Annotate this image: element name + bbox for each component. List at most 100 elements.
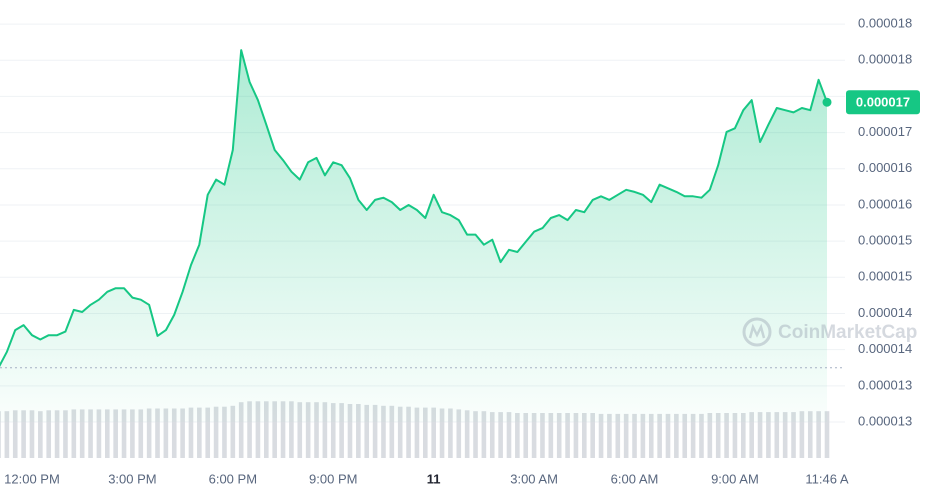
volume-bar (506, 412, 512, 458)
y-tick-label: 0.000016 (858, 160, 912, 175)
volume-bar (297, 402, 303, 458)
y-tick-label: 0.000018 (858, 16, 912, 31)
volume-bar (423, 407, 428, 458)
volume-bar (623, 413, 629, 458)
volume-bar (732, 413, 738, 458)
volume-bar (439, 408, 445, 458)
volume-bar (188, 407, 194, 458)
volume-bar (791, 412, 796, 458)
y-tick-label: 0.000013 (858, 413, 912, 428)
volume-bar (481, 411, 487, 458)
volume-bar (799, 411, 805, 458)
volume-bar (38, 411, 43, 458)
volume-bar (682, 413, 688, 458)
volume-bar (113, 409, 118, 458)
volume-bar (648, 413, 654, 458)
volume-bar (322, 402, 328, 458)
watermark-text: CoinMarketCap (778, 322, 917, 343)
volume-bar (289, 401, 294, 458)
volume-bar (155, 408, 160, 458)
volume-bar (515, 413, 520, 458)
volume-bar (523, 413, 529, 458)
volume-bar (824, 411, 830, 458)
volume-bar (263, 401, 269, 458)
volume-bar (71, 409, 77, 458)
volume-bar (573, 413, 579, 458)
volume-bar (247, 401, 252, 458)
volume-bar (339, 403, 344, 458)
x-tick-label: 11:46 A (805, 471, 848, 486)
volume-bar (531, 413, 537, 458)
volume-bar (146, 408, 152, 458)
price-line (0, 49, 828, 368)
volume-bar (690, 413, 696, 458)
volume-bar (397, 406, 403, 458)
volume-bar (757, 412, 763, 458)
volume-bar (431, 407, 436, 458)
volume-bar (590, 413, 595, 458)
volume-bar (96, 409, 102, 458)
volume-bar (464, 410, 470, 458)
volume-bar (197, 407, 202, 458)
volume-bar (163, 408, 169, 458)
volume-bar (0, 411, 1, 458)
x-tick-label: 6:00 PM (209, 471, 257, 486)
volume-bar (222, 406, 227, 458)
volume-bar (607, 413, 612, 458)
volume-bar (330, 403, 336, 458)
volume-bar (715, 413, 721, 458)
volume-bar (632, 413, 637, 458)
volume-bar (406, 406, 411, 458)
volume-bar (448, 408, 453, 458)
volume-bar (12, 410, 18, 458)
volume-bar (807, 411, 813, 458)
volume-bar (741, 413, 746, 458)
y-tick-label: 0.000014 (858, 305, 912, 320)
volume-bar (774, 412, 780, 458)
volume-bar (540, 413, 545, 458)
x-tick-label: 6:00 AM (611, 471, 659, 486)
x-tick-label: 9:00 PM (309, 471, 357, 486)
volume-bar (46, 410, 52, 458)
volume-bar (548, 413, 554, 458)
volume-bar (699, 413, 704, 458)
y-tick-label: 0.000017 (858, 124, 912, 139)
y-tick-label: 0.000018 (858, 52, 912, 67)
watermark-logo-mark (748, 323, 766, 339)
volume-bar (130, 409, 135, 458)
price-area (0, 50, 827, 422)
volume-bar (381, 405, 386, 458)
volume-bar (21, 410, 26, 458)
volume-bar (138, 409, 144, 458)
volume-bar (364, 404, 370, 458)
volume-bar (489, 412, 495, 458)
volume-bar (121, 409, 127, 458)
volume-bar (356, 404, 361, 458)
volume-bar (782, 412, 788, 458)
volume-bar (615, 413, 621, 458)
x-tick-label: 12:00 PM (4, 471, 60, 486)
volume-bar (54, 410, 60, 458)
y-tick-label: 0.000013 (858, 377, 912, 392)
current-price-dot (822, 97, 832, 107)
volume-bar (104, 409, 110, 458)
x-tick-label: 3:00 PM (108, 471, 156, 486)
volume-bar (63, 410, 68, 458)
volume-bar (29, 410, 35, 458)
volume-bar (347, 404, 353, 458)
volume-bar (414, 407, 420, 458)
volume-bar (314, 402, 319, 458)
volume-bar (205, 407, 211, 458)
volume-bar (272, 401, 277, 458)
volume-bar (305, 402, 311, 458)
price-tag-label: 0.000017 (856, 95, 910, 110)
volume-bar (456, 409, 462, 458)
volume-bar (766, 412, 771, 458)
volume-bar (640, 413, 646, 458)
y-tick-label: 0.000016 (858, 196, 912, 211)
watermark: CoinMarketCap (742, 317, 917, 347)
volume-bar (498, 412, 503, 458)
volume-bar (657, 413, 662, 458)
volume-bar (372, 404, 378, 458)
